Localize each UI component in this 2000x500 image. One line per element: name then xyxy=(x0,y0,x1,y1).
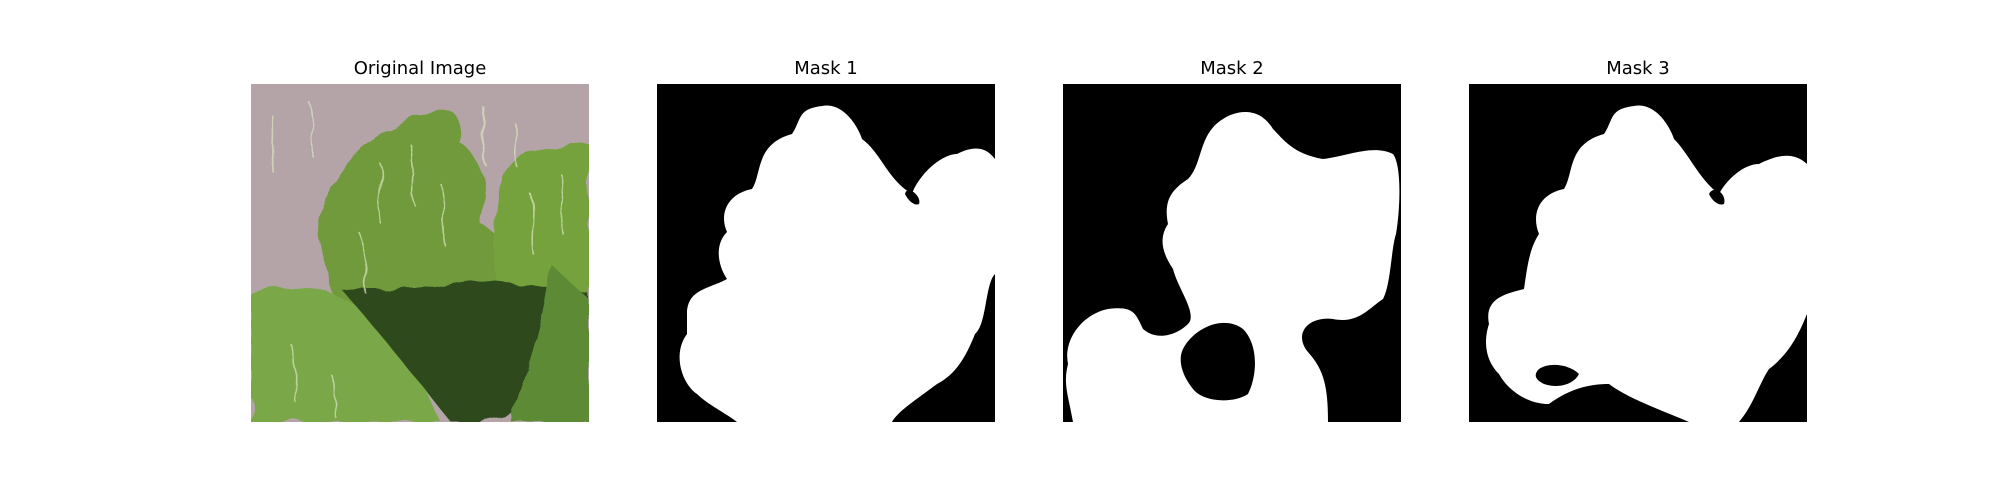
mask-1-image xyxy=(657,84,995,422)
panel-title: Original Image xyxy=(353,58,487,79)
panel-title: Mask 3 xyxy=(1606,58,1670,79)
panel-title: Mask 1 xyxy=(794,58,858,79)
mask-2-image xyxy=(1063,84,1401,422)
original-image xyxy=(251,84,589,422)
mask-3-image xyxy=(1469,84,1807,422)
panel-title: Mask 2 xyxy=(1200,58,1264,79)
